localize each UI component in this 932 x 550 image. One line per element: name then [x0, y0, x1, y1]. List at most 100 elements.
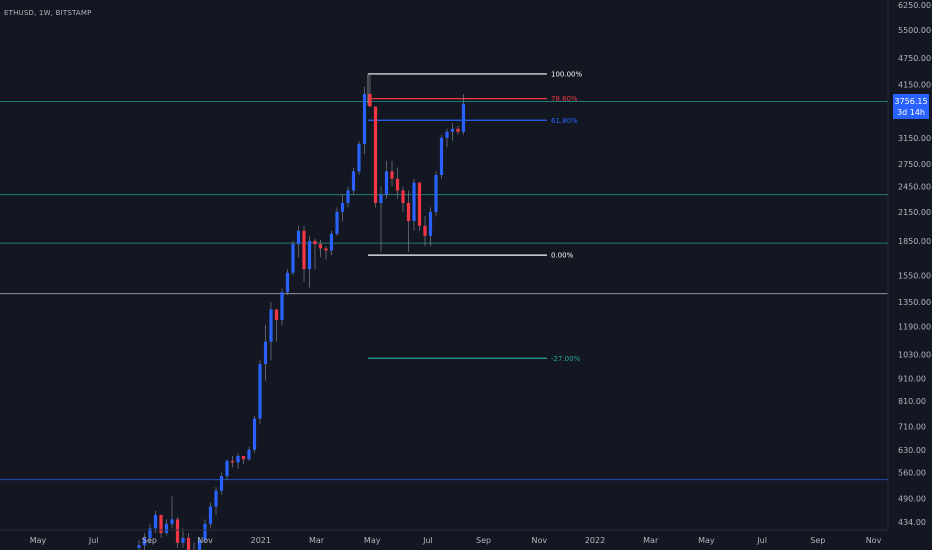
candle-body [170, 519, 174, 524]
candle-body [461, 103, 466, 132]
x-tick-label: 2021 [251, 536, 271, 545]
candle-body [456, 128, 460, 132]
candle-body [324, 248, 328, 251]
candle-body [395, 178, 400, 191]
candle-body [214, 490, 218, 507]
x-tick-label: Jul [756, 536, 767, 545]
candle-body [181, 537, 185, 543]
candle-body [225, 460, 229, 477]
candle-body [340, 203, 345, 212]
candle-body [269, 309, 273, 342]
y-tick-label: 5500.00 [898, 26, 931, 35]
y-tick-label: 434.00 [898, 518, 926, 527]
candle-body [258, 364, 262, 419]
candle-body [302, 230, 306, 270]
candle-body [373, 106, 378, 204]
y-tick-label: 1030.00 [898, 350, 931, 359]
x-tick-label: Mar [643, 536, 659, 545]
candle-body [368, 93, 372, 107]
last-price-value: 3756.15 [894, 97, 928, 106]
y-tick-label: 560.00 [898, 469, 926, 478]
horizontal-lines[interactable] [0, 100, 888, 481]
fib-retracement[interactable]: 100.00% 78.60% 61.80% 0.00% -27.00% [367, 70, 582, 363]
candle-body [335, 211, 339, 234]
candle-body [197, 540, 202, 550]
candle-body [203, 523, 207, 541]
candles [137, 73, 466, 550]
y-tick-label: 1350.00 [898, 298, 931, 307]
candle-body [445, 131, 449, 138]
candle-body [263, 341, 268, 365]
candle-body [423, 225, 427, 236]
candle-body [379, 194, 383, 204]
y-tick-label: 630.00 [898, 446, 926, 455]
y-tick-label: 6250.00 [898, 1, 931, 10]
y-tick-label: 810.00 [898, 397, 926, 406]
x-tick-label: Nov [866, 536, 882, 545]
candle-body [357, 144, 361, 172]
y-tick-label: 910.00 [898, 374, 926, 383]
candle-body [247, 449, 251, 460]
candle-body [142, 537, 147, 546]
price-axis[interactable]: 434.00 490.00 560.00 630.00 710.00 810.00 910.… [898, 1, 931, 527]
candle-body [148, 528, 152, 538]
candle-body [280, 292, 284, 321]
candle-body [417, 182, 422, 226]
y-tick-label: 2450.00 [898, 183, 931, 192]
y-tick-label: 4750.00 [898, 54, 931, 63]
x-tick-label: May [698, 536, 715, 545]
last-price-badge: 3756.15 3d 14h [893, 94, 929, 119]
candle-body [296, 230, 301, 245]
y-tick-label: 710.00 [898, 423, 926, 432]
candle-body [329, 233, 334, 251]
y-tick-label: 490.00 [898, 494, 926, 503]
candle-body [307, 240, 312, 270]
y-tick-label: 4150.00 [898, 80, 931, 89]
symbol-title: ETHUSD, 1W, BITSTAMP [4, 9, 92, 17]
candle-body [186, 537, 191, 550]
fib-level-label: 61.80% [551, 117, 578, 125]
time-axis[interactable]: May Jul Sep Nov 2021 Mar May Jul Sep Nov 2022 Mar Ma… [30, 536, 882, 545]
candle-body [274, 309, 279, 321]
fib-level-label: 78.60% [551, 95, 578, 103]
y-tick-label: 3150.00 [898, 134, 931, 143]
candle-body [208, 506, 213, 524]
candle-body [406, 203, 411, 222]
candle-body [219, 476, 224, 491]
y-tick-label: 1190.00 [898, 322, 931, 331]
candle-body [137, 545, 141, 548]
x-tick-label: Nov [197, 536, 213, 545]
x-tick-label: Nov [531, 536, 547, 545]
x-tick-label: 2022 [585, 536, 605, 545]
y-tick-label: 2750.00 [898, 160, 931, 169]
y-tick-label: 1850.00 [898, 237, 931, 246]
candle-body [434, 175, 438, 212]
candle-body [236, 456, 240, 463]
candle-body [346, 190, 350, 204]
candle-body [401, 190, 405, 204]
candle-body [153, 514, 158, 529]
candle-body [428, 211, 433, 236]
candle-body [285, 272, 290, 293]
x-tick-label: Jul [88, 536, 99, 545]
fib-level-label: 0.00% [551, 252, 574, 260]
candle-body [450, 128, 455, 132]
bar-countdown: 3d 14h [897, 108, 925, 117]
candle-body [164, 523, 169, 534]
candle-body [291, 244, 295, 273]
candle-body [351, 171, 356, 191]
candle-body [412, 182, 416, 222]
y-tick-label: 2150.00 [898, 208, 931, 217]
candle-body [313, 240, 317, 245]
candle-body [175, 519, 180, 543]
x-tick-label: Mar [309, 536, 325, 545]
candle-body [362, 93, 367, 145]
x-tick-label: Jul [422, 536, 433, 545]
x-tick-label: Sep [476, 536, 491, 545]
candle-body [439, 137, 444, 176]
candle-body [318, 244, 323, 249]
candle-body [230, 460, 235, 463]
x-tick-label: May [364, 536, 381, 545]
candle-body [159, 514, 163, 534]
